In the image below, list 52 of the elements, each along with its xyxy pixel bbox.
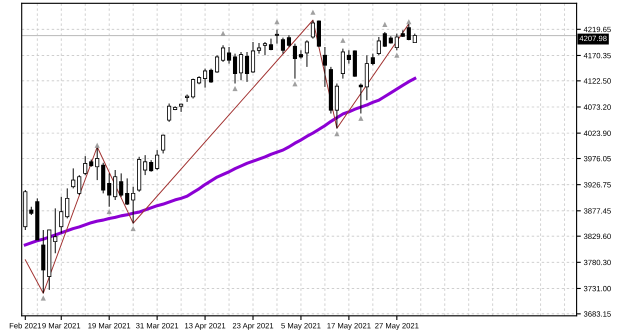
point [274, 19, 280, 24]
candlestick [358, 83, 363, 114]
candlestick [143, 154, 148, 176]
point [94, 142, 100, 148]
candlestick [340, 48, 345, 80]
candlestick [161, 134, 166, 154]
point [106, 208, 112, 214]
candlestick [238, 51, 244, 81]
candlestick [125, 178, 130, 206]
point [358, 116, 364, 121]
candlestick [322, 46, 327, 88]
candlestick [268, 38, 274, 51]
candlestick [376, 36, 381, 56]
point [340, 38, 346, 43]
candlestick [394, 33, 399, 51]
candlestick [250, 41, 256, 74]
candlestick [346, 50, 351, 64]
candlestick [310, 20, 315, 40]
candlestick [334, 83, 339, 129]
candlestick [191, 78, 196, 100]
candlestick [382, 32, 387, 48]
point [406, 19, 412, 24]
candlestick [155, 150, 160, 171]
point [394, 52, 400, 58]
candlestick [203, 68, 208, 88]
point [334, 131, 340, 136]
candlestick [226, 46, 232, 64]
candlestick [220, 44, 226, 62]
candlestick [364, 54, 369, 101]
point [220, 30, 226, 36]
candlestick [214, 54, 220, 74]
candlestick [286, 34, 292, 48]
candlestick [244, 51, 250, 82]
point [292, 81, 298, 86]
candlestick [167, 103, 172, 122]
point [232, 86, 238, 92]
candlestick [280, 37, 286, 54]
candlestick [292, 43, 298, 80]
candlestick [131, 186, 136, 224]
candlestick [119, 172, 124, 198]
point [382, 22, 388, 27]
candlestick [370, 53, 375, 66]
line-series [24, 76, 416, 247]
candlestick [304, 40, 310, 68]
candlestick [256, 42, 262, 54]
candlestick [149, 160, 154, 172]
candlestick [232, 53, 238, 84]
candlestick [208, 68, 214, 84]
point [40, 295, 46, 301]
point [130, 226, 136, 232]
point [310, 10, 316, 15]
candlestick [262, 41, 268, 56]
